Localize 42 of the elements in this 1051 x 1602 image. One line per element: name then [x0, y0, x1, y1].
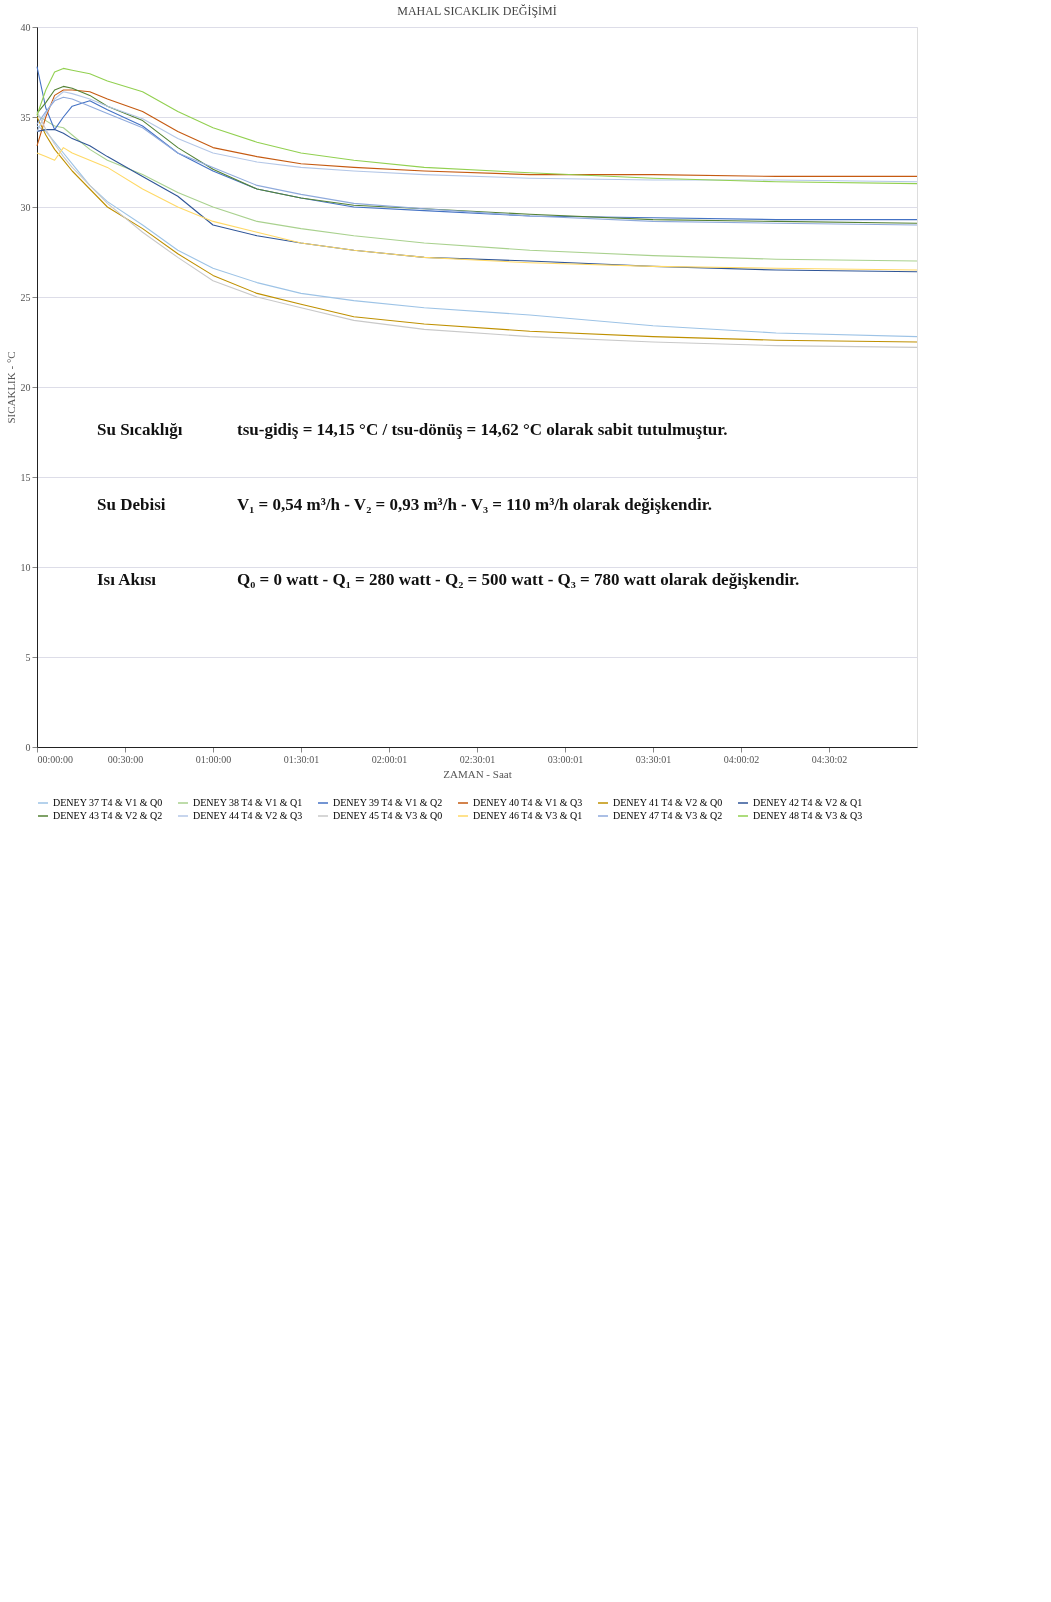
legend-label: DENEY 37 T4 & V1 & Q0 — [53, 797, 163, 808]
legend-label: DENEY 45 T4 & V3 & Q0 — [333, 810, 443, 821]
x-tick-label: 04:30:02 — [811, 753, 848, 765]
legend-label: DENEY 41 T4 & V2 & Q0 — [613, 797, 723, 808]
annotation: Q₀ = 0 watt - Q₁ = 280 watt - Q₂ = 500 watt - Q₃ = 780 watt olarak değişkendir. — [237, 570, 800, 590]
legend-label: DENEY 43 T4 & V2 & Q2 — [53, 810, 163, 821]
annotation: V₁ = 0,54 m³/h - V₂ = 0,93 m³/h - V₃ = 110 m³/h olarak değişkendir. — [237, 495, 712, 515]
legend-label: DENEY 42 T4 & V2 & Q1 — [753, 797, 863, 808]
annotation: Su Debisi — [97, 495, 166, 515]
y-axis-title: SICAKLIK - °C — [4, 351, 17, 424]
y-tick-label: 25 — [20, 291, 31, 303]
legend-label: DENEY 47 T4 & V3 & Q2 — [613, 810, 723, 821]
annotation: Isı Akısı — [97, 570, 157, 590]
line-series — [36, 67, 918, 185]
x-tick-label: 00:00:00 — [37, 753, 74, 765]
x-tick-label: 04:00:02 — [723, 753, 760, 765]
x-tick-label: 02:00:01 — [371, 753, 408, 765]
line-series — [36, 114, 918, 262]
y-tick-label: 10 — [20, 561, 31, 573]
x-tick-label: 03:30:01 — [635, 753, 672, 765]
y-tick-label: 40 — [20, 21, 31, 33]
annotation: Su Sıcaklığı — [97, 420, 183, 440]
x-tick-label: 00:30:00 — [107, 753, 144, 765]
legend-label: DENEY 46 T4 & V3 & Q1 — [473, 810, 583, 821]
x-axis-title: ZAMAN - Saat — [443, 767, 512, 780]
x-tick-label: 01:00:00 — [195, 753, 232, 765]
chart-title: MAHAL SICAKLIK DEĞİŞİMİ — [397, 4, 557, 18]
y-tick-label: 20 — [20, 381, 31, 393]
legend-label: DENEY 40 T4 & V1 & Q3 — [473, 797, 583, 808]
y-tick-label: 35 — [20, 111, 31, 123]
legend-label: DENEY 39 T4 & V1 & Q2 — [333, 797, 443, 808]
y-tick-label: 30 — [20, 201, 31, 213]
legend-label: DENEY 38 T4 & V1 & Q1 — [193, 797, 303, 808]
legend-label: DENEY 44 T4 & V2 & Q3 — [193, 810, 303, 821]
legend-label: DENEY 48 T4 & V3 & Q3 — [753, 810, 863, 821]
y-tick-label: 15 — [20, 471, 31, 483]
y-tick-label: 5 — [25, 651, 31, 663]
x-tick-label: 02:30:01 — [459, 753, 496, 765]
x-tick-label: 03:00:01 — [547, 753, 584, 765]
annotation: tsu-gidiş = 14,15 °C / tsu-dönüş = 14,62 °C olarak sabit tutulmuştur. — [237, 420, 728, 440]
y-tick-label: 0 — [25, 741, 31, 753]
x-tick-label: 01:30:01 — [283, 753, 320, 765]
